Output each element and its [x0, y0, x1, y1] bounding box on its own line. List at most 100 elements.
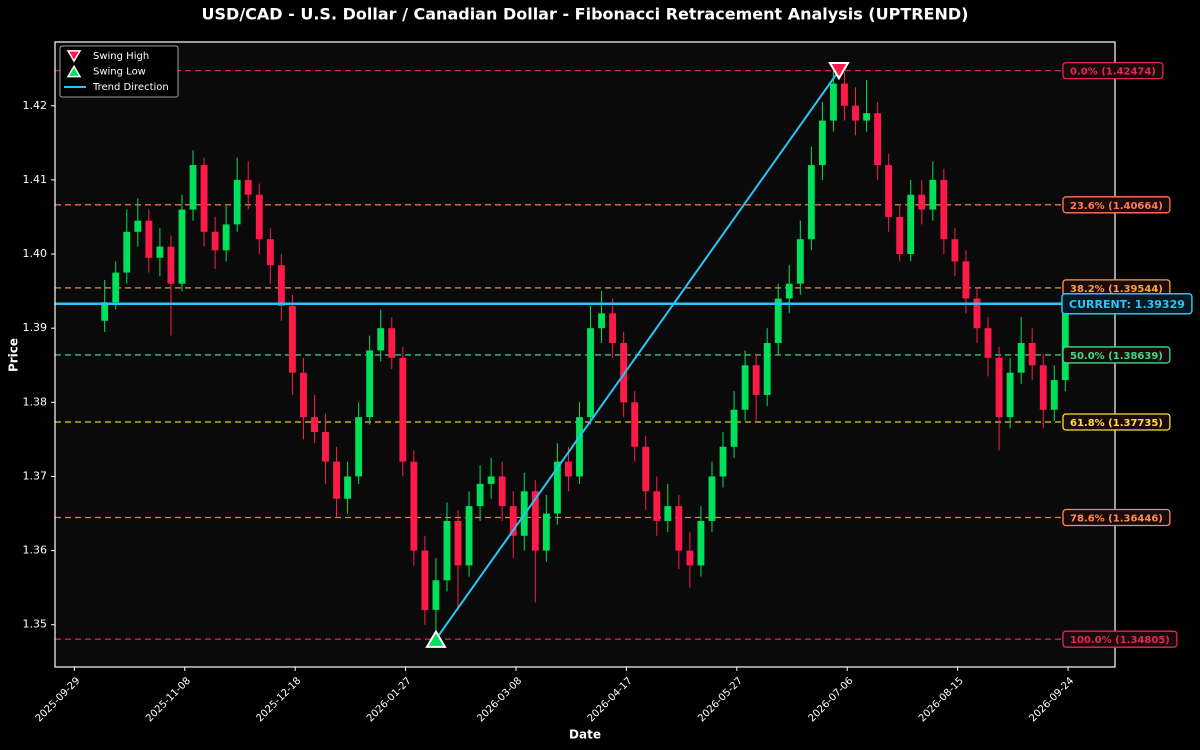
y-axis-label: Price: [7, 338, 21, 372]
fib-label: 78.6% (1.36446): [1070, 514, 1163, 525]
current-label-box: [1061, 293, 1193, 315]
candle-body: [852, 105, 859, 121]
candle-body: [101, 302, 109, 321]
candle-body: [576, 417, 583, 477]
candle-body: [123, 231, 131, 273]
candle-body: [300, 372, 307, 418]
fib-label-box: [1062, 346, 1171, 364]
legend-label: Swing High: [93, 51, 149, 62]
y-tick-label: 1.41: [23, 173, 48, 186]
candle-body: [189, 165, 197, 210]
candle-body: [818, 120, 826, 166]
legend-label: Trend Direction: [92, 82, 169, 93]
candle-body: [1039, 365, 1047, 410]
y-tick-label: 1.38: [23, 395, 48, 408]
fib-label: 100.0% (1.34805): [1070, 635, 1170, 646]
candle-body: [719, 446, 727, 477]
chart-title: USD/CAD - U.S. Dollar / Canadian Dollar …: [202, 5, 969, 24]
candle-body: [686, 550, 694, 566]
candle-body: [344, 476, 352, 499]
candle-body: [288, 305, 296, 373]
candle-body: [785, 283, 793, 299]
candle-body: [222, 224, 230, 251]
candle-body: [542, 513, 550, 551]
candle-body: [741, 365, 749, 410]
legend-label: Swing Low: [93, 67, 146, 78]
candle-body: [244, 179, 252, 195]
candle-body: [664, 506, 672, 521]
candle-body: [830, 83, 837, 121]
candle-body: [1028, 343, 1036, 366]
candle-body: [885, 165, 893, 217]
fib-label-box: [1062, 508, 1171, 527]
candle-body: [962, 261, 970, 299]
candle-body: [211, 231, 219, 251]
candle-body: [443, 520, 451, 581]
candle-body: [277, 265, 285, 306]
candle-body: [841, 83, 848, 106]
candle-body: [156, 246, 164, 258]
candle-body: [951, 239, 959, 262]
candle-body: [145, 220, 153, 258]
candle-body: [553, 461, 561, 514]
candle-body: [907, 194, 915, 255]
fib-label: 38.2% (1.39544): [1070, 284, 1163, 295]
candle-body: [874, 113, 882, 166]
candle-body: [178, 209, 186, 284]
candle-body: [697, 520, 705, 566]
candle-body: [112, 272, 120, 303]
y-tick-label: 1.35: [23, 618, 48, 631]
candle-body: [233, 179, 241, 225]
candle-body: [675, 506, 683, 551]
swing-low-marker: [425, 629, 447, 648]
candle-body: [598, 313, 605, 329]
candle-body: [1006, 372, 1014, 418]
candle-body: [763, 343, 771, 395]
candle-body: [377, 328, 385, 351]
candle-body: [388, 328, 396, 358]
fib-label: 50.0% (1.38639): [1070, 351, 1163, 362]
legend-box: [59, 45, 179, 98]
candle-body: [421, 550, 429, 610]
candle-body: [399, 357, 407, 462]
swing-high-marker: [828, 61, 850, 81]
candle-body: [454, 520, 462, 566]
candle-body: [863, 113, 870, 121]
candle-body: [1050, 380, 1058, 410]
candle-body: [200, 165, 208, 232]
candle-body: [995, 357, 1003, 418]
candle-body: [465, 506, 473, 566]
candle-body: [730, 409, 738, 447]
fib-label-box: [1062, 413, 1171, 431]
fib-label-box: [1062, 61, 1164, 80]
candle-body: [1061, 305, 1069, 381]
y-tick-label: 1.40: [23, 247, 48, 260]
fib-label: 61.8% (1.37735): [1070, 418, 1163, 429]
candle-body: [311, 417, 318, 432]
candle-body: [565, 461, 572, 477]
candle-body: [929, 179, 937, 210]
candle-body: [940, 179, 948, 240]
fib-label-box: [1062, 196, 1171, 214]
fib-label-box: [1062, 630, 1178, 648]
candle-body: [476, 483, 484, 507]
trend-line: [435, 70, 840, 640]
candle-body: [167, 246, 175, 284]
candle-body: [653, 491, 661, 521]
legend-marker: [66, 50, 82, 63]
legend-marker: [66, 64, 82, 78]
candle-body: [587, 328, 594, 418]
candle-body: [531, 491, 539, 551]
candle-body: [752, 365, 760, 395]
candle-body: [708, 476, 716, 521]
candle-body: [609, 313, 617, 344]
candle-body: [642, 446, 650, 492]
candle-body: [796, 239, 804, 284]
candle-body: [410, 461, 418, 551]
candle-body: [1017, 343, 1025, 373]
candle-body: [509, 506, 517, 536]
x-axis-label: Date: [569, 728, 601, 742]
candle-body: [355, 417, 363, 477]
y-tick-label: 1.42: [23, 99, 48, 112]
